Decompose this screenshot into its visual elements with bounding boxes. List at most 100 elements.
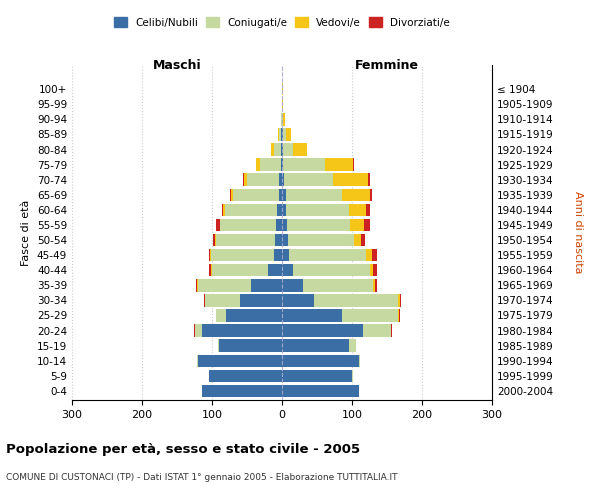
Bar [293,264,370,276]
Text: Maschi: Maschi [152,59,202,72]
Bar [198,279,251,291]
Bar [205,294,240,306]
Bar [211,264,212,276]
Bar [243,174,244,186]
Bar [371,249,377,262]
Bar [215,310,226,322]
Bar [197,279,198,291]
Bar [274,249,282,262]
Bar [370,188,371,201]
Bar [274,144,281,156]
Bar [282,279,303,291]
Bar [283,144,293,156]
Bar [282,188,286,201]
Bar [216,219,220,231]
Bar [286,204,349,216]
Bar [364,219,370,231]
Bar [282,354,359,367]
Bar [220,219,277,231]
Bar [282,144,283,156]
Bar [370,264,373,276]
Bar [361,234,365,246]
Bar [215,234,275,246]
Bar [282,294,314,306]
Text: COMUNE DI CUSTONACI (TP) - Dati ISTAT 1° gennaio 2005 - Elaborazione TUTTITALIA.: COMUNE DI CUSTONACI (TP) - Dati ISTAT 1°… [6,472,398,482]
Bar [271,144,274,156]
Bar [256,158,260,171]
Bar [278,128,279,140]
Bar [283,113,285,126]
Bar [282,113,283,126]
Bar [282,128,283,140]
Bar [362,324,391,337]
Bar [325,158,353,171]
Bar [373,264,377,276]
Bar [282,324,362,337]
Bar [244,174,247,186]
Bar [278,174,282,186]
Bar [260,158,281,171]
Bar [391,324,392,337]
Bar [293,144,307,156]
Bar [218,340,219,352]
Bar [284,174,333,186]
Bar [349,340,355,352]
Bar [211,249,274,262]
Bar [286,188,341,201]
Bar [399,310,400,322]
Bar [283,128,286,140]
Bar [286,128,291,140]
Bar [209,370,282,382]
Bar [198,354,282,367]
Bar [222,204,223,216]
Bar [282,340,349,352]
Bar [375,279,377,291]
Bar [213,234,215,246]
Bar [352,370,353,382]
Bar [268,264,282,276]
Bar [349,204,366,216]
Bar [303,279,373,291]
Text: Femmine: Femmine [355,59,419,72]
Bar [240,294,282,306]
Bar [353,158,354,171]
Bar [282,249,289,262]
Bar [282,158,283,171]
Bar [287,219,350,231]
Bar [281,158,282,171]
Bar [287,234,354,246]
Bar [282,370,352,382]
Bar [282,83,283,96]
Bar [400,294,401,306]
Y-axis label: Fasce di età: Fasce di età [22,200,31,266]
Bar [282,98,283,110]
Bar [224,204,277,216]
Bar [231,188,233,201]
Bar [282,234,287,246]
Bar [398,294,400,306]
Bar [197,354,198,367]
Bar [219,340,282,352]
Bar [202,324,282,337]
Bar [368,174,370,186]
Bar [350,219,364,231]
Bar [275,234,282,246]
Bar [233,188,278,201]
Bar [282,385,359,397]
Bar [341,310,398,322]
Bar [282,264,293,276]
Bar [279,128,281,140]
Bar [282,174,284,186]
Bar [359,354,361,367]
Bar [354,234,361,246]
Bar [282,310,341,322]
Bar [212,264,268,276]
Bar [281,128,282,140]
Bar [223,204,224,216]
Bar [278,188,282,201]
Bar [251,279,282,291]
Bar [194,324,202,337]
Bar [314,294,398,306]
Bar [230,188,231,201]
Bar [282,204,286,216]
